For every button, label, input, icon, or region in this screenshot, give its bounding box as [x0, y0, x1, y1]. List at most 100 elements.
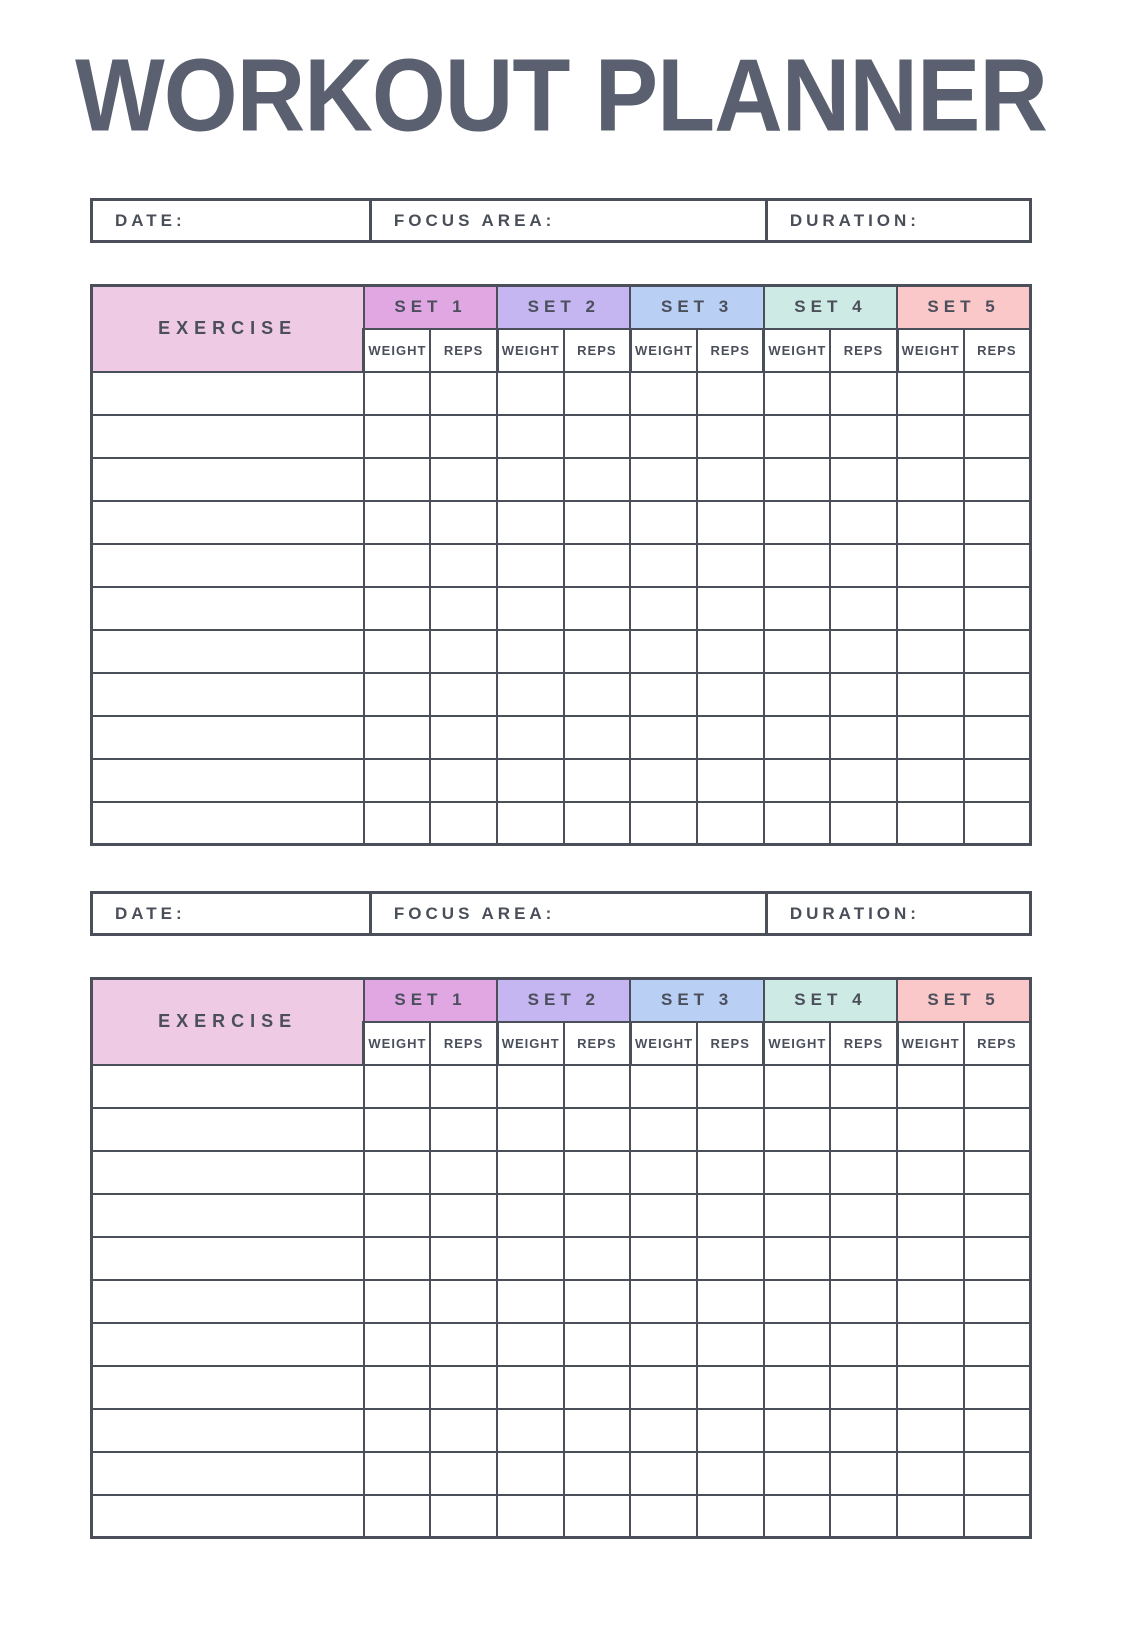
- weight-cell[interactable]: [496, 1493, 565, 1539]
- weight-cell[interactable]: [896, 714, 965, 760]
- weight-cell[interactable]: [762, 757, 832, 803]
- exercise-cell[interactable]: [89, 671, 365, 717]
- reps-cell[interactable]: [962, 456, 1032, 502]
- reps-cell[interactable]: [696, 1407, 765, 1453]
- weight-cell[interactable]: [496, 1321, 565, 1367]
- reps-cell[interactable]: [696, 585, 765, 631]
- exercise-cell[interactable]: [89, 1235, 365, 1281]
- reps-cell[interactable]: [429, 757, 499, 803]
- exercise-cell[interactable]: [89, 1364, 365, 1410]
- exercise-cell[interactable]: [89, 499, 365, 545]
- weight-cell[interactable]: [762, 499, 832, 545]
- weight-cell[interactable]: [896, 1063, 965, 1109]
- reps-cell[interactable]: [829, 456, 899, 502]
- reps-cell[interactable]: [962, 800, 1032, 846]
- weight-cell[interactable]: [362, 585, 432, 631]
- weight-cell[interactable]: [896, 1192, 965, 1238]
- weight-cell[interactable]: [762, 456, 832, 502]
- reps-cell[interactable]: [562, 585, 632, 631]
- weight-cell[interactable]: [629, 1407, 699, 1453]
- reps-cell[interactable]: [562, 1149, 632, 1195]
- date-field[interactable]: DATE:: [93, 894, 372, 933]
- weight-cell[interactable]: [629, 671, 699, 717]
- reps-cell[interactable]: [962, 1407, 1032, 1453]
- reps-cell[interactable]: [429, 1063, 499, 1109]
- weight-cell[interactable]: [629, 714, 699, 760]
- reps-cell[interactable]: [562, 1450, 632, 1496]
- exercise-cell[interactable]: [89, 585, 365, 631]
- weight-cell[interactable]: [762, 1321, 832, 1367]
- weight-cell[interactable]: [762, 413, 832, 459]
- weight-cell[interactable]: [362, 1407, 432, 1453]
- weight-cell[interactable]: [896, 1450, 965, 1496]
- weight-cell[interactable]: [362, 1278, 432, 1324]
- reps-cell[interactable]: [962, 1493, 1032, 1539]
- weight-cell[interactable]: [762, 1192, 832, 1238]
- reps-cell[interactable]: [962, 671, 1032, 717]
- weight-cell[interactable]: [762, 628, 832, 674]
- reps-cell[interactable]: [562, 1364, 632, 1410]
- weight-cell[interactable]: [362, 1493, 432, 1539]
- reps-cell[interactable]: [429, 628, 499, 674]
- weight-cell[interactable]: [896, 1278, 965, 1324]
- weight-cell[interactable]: [762, 1407, 832, 1453]
- weight-cell[interactable]: [762, 1493, 832, 1539]
- reps-cell[interactable]: [962, 1235, 1032, 1281]
- reps-cell[interactable]: [696, 456, 765, 502]
- reps-cell[interactable]: [429, 1149, 499, 1195]
- reps-cell[interactable]: [696, 628, 765, 674]
- reps-cell[interactable]: [429, 1278, 499, 1324]
- weight-cell[interactable]: [896, 1407, 965, 1453]
- reps-cell[interactable]: [696, 1063, 765, 1109]
- weight-cell[interactable]: [762, 1278, 832, 1324]
- weight-cell[interactable]: [629, 542, 699, 588]
- duration-field[interactable]: DURATION:: [768, 201, 1029, 240]
- weight-cell[interactable]: [496, 1450, 565, 1496]
- exercise-cell[interactable]: [89, 1149, 365, 1195]
- duration-field[interactable]: DURATION:: [768, 894, 1029, 933]
- weight-cell[interactable]: [896, 1364, 965, 1410]
- reps-cell[interactable]: [429, 800, 499, 846]
- weight-cell[interactable]: [629, 499, 699, 545]
- weight-cell[interactable]: [496, 1106, 565, 1152]
- reps-cell[interactable]: [429, 1364, 499, 1410]
- reps-cell[interactable]: [829, 800, 899, 846]
- weight-cell[interactable]: [896, 1235, 965, 1281]
- weight-cell[interactable]: [362, 370, 432, 416]
- exercise-cell[interactable]: [89, 1493, 365, 1539]
- weight-cell[interactable]: [496, 1235, 565, 1281]
- reps-cell[interactable]: [562, 456, 632, 502]
- reps-cell[interactable]: [429, 413, 499, 459]
- weight-cell[interactable]: [896, 499, 965, 545]
- weight-cell[interactable]: [362, 499, 432, 545]
- weight-cell[interactable]: [762, 714, 832, 760]
- reps-cell[interactable]: [829, 714, 899, 760]
- weight-cell[interactable]: [762, 1106, 832, 1152]
- weight-cell[interactable]: [629, 370, 699, 416]
- reps-cell[interactable]: [429, 1192, 499, 1238]
- reps-cell[interactable]: [962, 1192, 1032, 1238]
- weight-cell[interactable]: [762, 671, 832, 717]
- weight-cell[interactable]: [629, 1106, 699, 1152]
- reps-cell[interactable]: [829, 671, 899, 717]
- reps-cell[interactable]: [562, 1063, 632, 1109]
- exercise-cell[interactable]: [89, 714, 365, 760]
- weight-cell[interactable]: [629, 1278, 699, 1324]
- weight-cell[interactable]: [629, 757, 699, 803]
- weight-cell[interactable]: [896, 757, 965, 803]
- weight-cell[interactable]: [629, 1321, 699, 1367]
- reps-cell[interactable]: [696, 542, 765, 588]
- reps-cell[interactable]: [429, 1450, 499, 1496]
- weight-cell[interactable]: [362, 1364, 432, 1410]
- weight-cell[interactable]: [496, 499, 565, 545]
- weight-cell[interactable]: [362, 1321, 432, 1367]
- weight-cell[interactable]: [362, 671, 432, 717]
- reps-cell[interactable]: [429, 585, 499, 631]
- reps-cell[interactable]: [429, 370, 499, 416]
- weight-cell[interactable]: [762, 1149, 832, 1195]
- weight-cell[interactable]: [629, 1192, 699, 1238]
- reps-cell[interactable]: [829, 1063, 899, 1109]
- weight-cell[interactable]: [629, 585, 699, 631]
- exercise-cell[interactable]: [89, 800, 365, 846]
- weight-cell[interactable]: [629, 628, 699, 674]
